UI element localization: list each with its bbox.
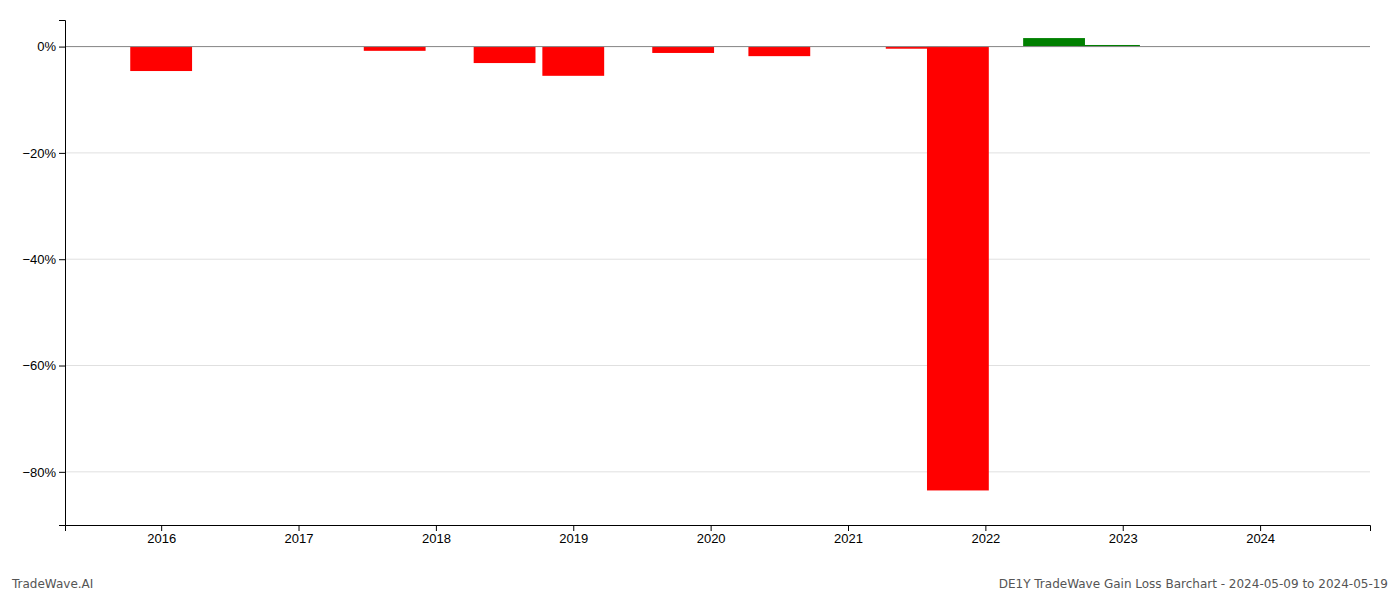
x-tick: 2024 bbox=[1246, 525, 1275, 546]
x-tick-label: 2018 bbox=[422, 531, 451, 546]
x-tick-mark bbox=[436, 525, 437, 531]
x-tick-mark bbox=[299, 525, 300, 531]
x-tick-label: 2016 bbox=[147, 531, 176, 546]
bar bbox=[652, 47, 714, 53]
grid bbox=[65, 47, 1370, 472]
y-tick: −40% bbox=[22, 252, 65, 267]
y-tick: −60% bbox=[22, 358, 65, 373]
x-tick: 2021 bbox=[834, 525, 863, 546]
y-axis-line bbox=[59, 21, 66, 526]
x-tick: 2022 bbox=[971, 525, 1000, 546]
y-tick: 0% bbox=[37, 39, 65, 54]
x-axis-line bbox=[66, 526, 1371, 532]
x-tick-label: 2023 bbox=[1109, 531, 1138, 546]
x-tick: 2019 bbox=[559, 525, 588, 546]
x-tick-mark bbox=[1123, 525, 1124, 531]
x-tick: 2023 bbox=[1109, 525, 1138, 546]
y-tick-mark bbox=[59, 366, 65, 367]
grid-line bbox=[65, 152, 1370, 153]
y-tick-mark bbox=[59, 259, 65, 260]
footer-text: DE1Y TradeWave Gain Loss Barchart - 2024… bbox=[999, 577, 1388, 591]
x-tick-mark bbox=[711, 525, 712, 531]
grid-line bbox=[65, 46, 1370, 47]
y-tick-mark bbox=[59, 47, 65, 48]
x-tick-mark bbox=[573, 525, 574, 531]
y-tick-mark bbox=[59, 153, 65, 154]
y-tick-label: −20% bbox=[22, 146, 56, 161]
chart: 0%−20%−40%−60%−80%2016201720182019202020… bbox=[0, 0, 1400, 600]
grid-line bbox=[65, 365, 1370, 366]
x-tick: 2018 bbox=[422, 525, 451, 546]
y-tick-label: −80% bbox=[22, 465, 56, 480]
y-tick: −20% bbox=[22, 146, 65, 161]
x-tick-mark bbox=[161, 525, 162, 531]
footer-text: TradeWave.AI bbox=[11, 577, 93, 591]
y-tick-label: −40% bbox=[22, 252, 56, 267]
x-tick: 2016 bbox=[147, 525, 176, 546]
x-tick-mark bbox=[848, 525, 849, 531]
x-axis: 2016 2017 2018 2019 2020 2021 2022 2023 2024 bbox=[66, 525, 1371, 546]
bar bbox=[130, 47, 192, 71]
bars bbox=[130, 38, 1140, 490]
x-tick-label: 2024 bbox=[1246, 531, 1275, 546]
bar bbox=[542, 47, 604, 76]
x-tick: 2017 bbox=[285, 525, 314, 546]
bar bbox=[364, 47, 426, 51]
x-tick-label: 2017 bbox=[285, 531, 314, 546]
zero-line bbox=[65, 46, 1370, 47]
y-tick: −80% bbox=[22, 465, 65, 480]
x-tick-label: 2020 bbox=[697, 531, 726, 546]
x-tick-mark bbox=[1260, 525, 1261, 531]
y-tick-label: 0% bbox=[37, 39, 56, 54]
y-axis: 0% −20% −40% −60% −80% bbox=[22, 21, 65, 526]
x-tick-label: 2019 bbox=[559, 531, 588, 546]
y-tick-label: −60% bbox=[22, 358, 56, 373]
bar bbox=[927, 47, 989, 491]
x-tick-mark bbox=[985, 525, 986, 531]
plot: 0%−20%−40%−60%−80%2016201720182019202020… bbox=[22, 21, 1370, 547]
grid-line bbox=[65, 471, 1370, 472]
bar bbox=[748, 47, 810, 57]
x-tick-label: 2021 bbox=[834, 531, 863, 546]
bar bbox=[474, 47, 536, 63]
grid-line bbox=[65, 259, 1370, 260]
y-tick-mark bbox=[59, 472, 65, 473]
x-tick: 2020 bbox=[697, 525, 726, 546]
x-tick-label: 2022 bbox=[971, 531, 1000, 546]
bar bbox=[1023, 38, 1085, 47]
